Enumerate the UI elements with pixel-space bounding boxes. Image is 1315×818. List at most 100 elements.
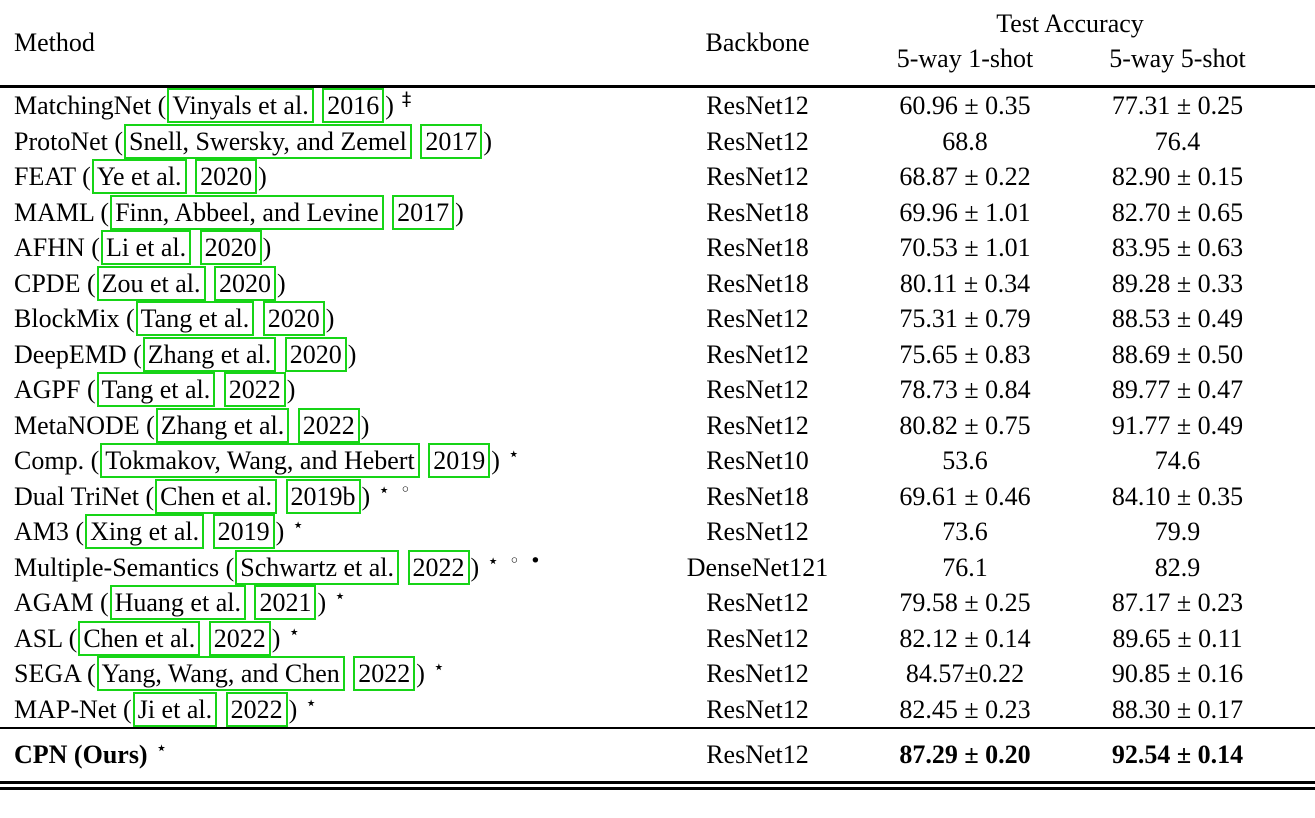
method-cell: AM3 (Xing et al. 2019) ⋆	[0, 514, 655, 553]
method-cell: MatchingNet (Vinyals et al. 2016) ‡	[0, 88, 655, 127]
citation-link[interactable]: Zhang et al.	[155, 407, 290, 443]
method-text: AGPF (	[14, 375, 96, 404]
table-row: SEGA (Yang, Wang, and Chen 2022) ⋆ ResNet1…	[0, 656, 1315, 692]
acc-5way-5shot-cell: 90.85 ± 0.16	[1111, 659, 1244, 688]
citation-link[interactable]: 2022	[225, 691, 288, 727]
method-text	[277, 340, 284, 369]
header-test-accuracy: Test Accuracy	[996, 9, 1144, 38]
citation-link[interactable]: Huang et al.	[109, 585, 246, 620]
method-text	[247, 588, 254, 617]
method-text: Multiple-Semantics (	[14, 552, 235, 582]
method-cell: CPN (Ours) ⋆	[0, 729, 655, 784]
citation-link[interactable]: Snell, Swersky, and Zemel	[124, 123, 412, 159]
acc-5way-1shot-cell: 79.58 ± 0.25	[899, 588, 1031, 617]
method-cell: AFHN (Li et al. 2020)	[0, 230, 655, 266]
method-cell: Dual TriNet (Chen et al. 2019b) ⋆ ◦	[0, 478, 655, 518]
acc-5way-1shot-cell: 75.31 ± 0.79	[899, 304, 1031, 333]
citation-link[interactable]: Xing et al.	[85, 514, 205, 549]
citation-link[interactable]: 2019	[212, 514, 275, 549]
method-cell: MetaNODE (Zhang et al. 2022)	[0, 407, 655, 444]
header-test-accuracy-group: Test Accuracy 5-way 1-shot 5-way 5-shot	[860, 0, 1280, 85]
method-text: )	[470, 552, 480, 582]
citation-link[interactable]: 2017	[392, 194, 455, 230]
method-text: AM3 (	[14, 517, 85, 546]
method-cell: ProtoNet (Snell, Swersky, and Zemel 2017…	[0, 123, 655, 160]
citation-link[interactable]: Chen et al.	[78, 620, 201, 656]
table-row: FEAT (Ye et al. 2020) ResNet12 68.87 ± 0.2…	[0, 159, 1315, 195]
header-backbone: Backbone	[705, 27, 810, 57]
backbone-cell: ResNet12	[706, 588, 809, 617]
citation-link[interactable]: 2020	[284, 336, 347, 372]
method-text	[421, 446, 428, 475]
backbone-cell: DenseNet121	[686, 552, 829, 582]
citation-link[interactable]: Tang et al.	[96, 372, 216, 407]
citation-link[interactable]: Finn, Abbeel, and Levine	[110, 194, 384, 230]
citation-link[interactable]: Tokmakov, Wang, and Hebert	[100, 443, 420, 478]
acc-5way-1shot-cell: 76.1	[942, 552, 988, 582]
citation-link[interactable]: Zhang et al.	[142, 336, 277, 372]
acc-5way-1shot-cell: 78.73 ± 0.84	[899, 375, 1031, 404]
acc-5way-5shot-cell: 82.90 ± 0.15	[1111, 162, 1244, 191]
method-text	[400, 553, 407, 582]
method-text: )	[385, 91, 394, 120]
acc-5way-1shot-cell: 53.6	[942, 446, 988, 475]
method-cell: MAP-Net (Ji et al. 2022) ⋆	[0, 691, 655, 731]
backbone-cell: ResNet12	[706, 517, 809, 546]
table-row: DeepEMD (Zhang et al. 2020) ResNet12 75.65…	[0, 336, 1315, 373]
table-row: AGPF (Tang et al. 2022) ResNet12 78.73 ± 0…	[0, 372, 1315, 408]
acc-5way-5shot-cell: 92.54 ± 0.14	[1111, 740, 1244, 769]
table-row: MatchingNet (Vinyals et al. 2016) ‡ ResNet…	[0, 88, 1315, 124]
citation-link[interactable]: 2022	[353, 656, 416, 691]
citation-link[interactable]: 2019	[428, 443, 491, 478]
citation-link[interactable]: 2016	[322, 88, 385, 123]
backbone-cell: ResNet12	[706, 740, 809, 769]
method-text	[255, 304, 262, 333]
method-text: )	[325, 304, 335, 333]
method-marker-symbols: ⋆	[155, 738, 170, 759]
citation-link[interactable]: 2020	[214, 265, 277, 301]
table-body: MatchingNet (Vinyals et al. 2016) ‡ ResNet…	[0, 88, 1315, 781]
backbone-cell: ResNet12	[706, 375, 809, 404]
method-text: )	[271, 623, 281, 653]
method-cell: FEAT (Ye et al. 2020)	[0, 159, 655, 195]
citation-link[interactable]: Ji et al.	[132, 691, 218, 727]
citation-link[interactable]: 2019b	[285, 478, 361, 514]
citation-link[interactable]: 2020	[195, 159, 258, 194]
backbone-cell: ResNet18	[706, 233, 809, 262]
citation-link[interactable]: Vinyals et al.	[167, 88, 314, 123]
citation-link[interactable]: 2020	[199, 230, 262, 265]
table-row: CPDE (Zou et al. 2020) ResNet18 80.11 ± 0.…	[0, 265, 1315, 302]
method-text	[207, 269, 214, 298]
citation-link[interactable]: Yang, Wang, and Chen	[96, 656, 345, 691]
citation-link[interactable]: Tang et al.	[135, 301, 255, 336]
method-marker-symbols: ⋆	[432, 657, 447, 678]
citation-link[interactable]: 2020	[262, 301, 325, 336]
citation-link[interactable]: 2022	[297, 407, 360, 443]
citation-link[interactable]: 2017	[420, 123, 483, 159]
citation-link[interactable]: Ye et al.	[91, 159, 187, 194]
citation-link[interactable]: 2022	[208, 620, 271, 656]
table-header: Method Backbone Test Accuracy 5-way 1-sh…	[0, 0, 1315, 88]
method-marker-symbols: ‡	[401, 89, 414, 110]
method-text: ProtoNet (	[14, 126, 124, 156]
acc-5way-5shot-cell: 88.30 ± 0.17	[1111, 694, 1244, 724]
citation-link[interactable]: 2021	[254, 585, 317, 620]
method-text: )	[361, 481, 371, 511]
citation-link[interactable]: 2022	[223, 372, 286, 407]
citation-link[interactable]: 2022	[407, 549, 470, 585]
acc-5way-5shot-cell: 77.31 ± 0.25	[1111, 91, 1244, 120]
method-text	[346, 659, 353, 688]
method-text: )	[483, 126, 492, 156]
acc-5way-1shot-cell: 69.96 ± 1.01	[899, 197, 1031, 227]
backbone-cell: ResNet12	[706, 126, 809, 156]
citation-link[interactable]: Chen et al.	[155, 478, 278, 514]
table-row: AFHN (Li et al. 2020) ResNet18 70.53 ± 1.0…	[0, 230, 1315, 266]
backbone-cell: ResNet18	[706, 481, 809, 511]
header-method: Method	[14, 27, 95, 57]
acc-5way-1shot-cell: 68.87 ± 0.22	[899, 162, 1031, 191]
citation-link[interactable]: Zou et al.	[96, 265, 206, 301]
citation-link[interactable]: Schwartz et al.	[235, 549, 400, 585]
citation-link[interactable]: Li et al.	[100, 230, 192, 265]
table-row: MAP-Net (Ji et al. 2022) ⋆ ResNet12 82.45 ±…	[0, 691, 1315, 731]
